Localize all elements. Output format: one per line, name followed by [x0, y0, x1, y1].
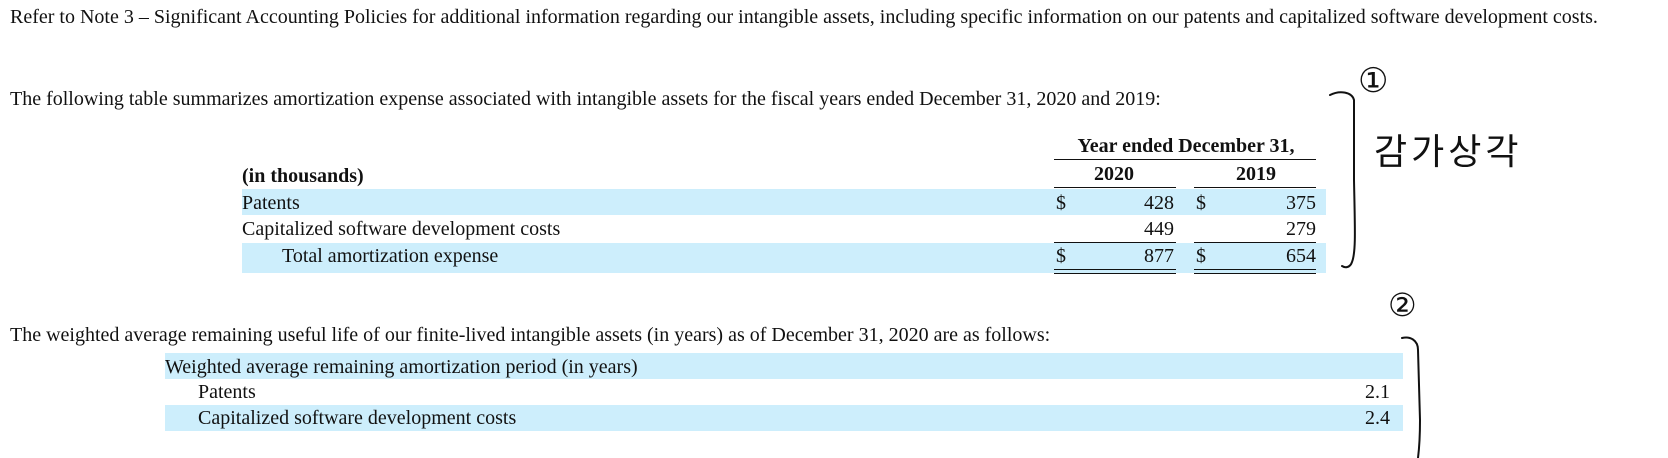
- patents-2019-value: 375: [1286, 192, 1316, 214]
- unit-label: (in thousands): [242, 165, 364, 187]
- column-2019-rule: [1194, 187, 1316, 188]
- table-row-band: [165, 405, 1403, 431]
- software-2020-value: 449: [1144, 218, 1174, 240]
- row-label-patents: Patents: [242, 192, 300, 214]
- total-double-rule-2019: [1194, 269, 1316, 270]
- total-double-rule-2019: [1194, 273, 1316, 274]
- intro-paragraph-note-reference: Refer to Note 3 – Significant Accounting…: [10, 6, 1598, 28]
- life-patents-value: 2.1: [1365, 381, 1390, 403]
- marker-1: ①: [1358, 61, 1388, 101]
- marker-2: ②: [1388, 286, 1417, 324]
- intro-paragraph-amortization: The following table summarizes amortizat…: [10, 88, 1161, 110]
- bracket-1: [1329, 91, 1356, 269]
- subtotal-rule-2019: [1194, 242, 1316, 243]
- life-software-value: 2.4: [1365, 407, 1390, 429]
- table-row-band: [242, 243, 1326, 273]
- total-double-rule-2020: [1054, 273, 1176, 274]
- table-row-band: [242, 189, 1326, 215]
- column-2020-header: 2020: [1094, 163, 1134, 185]
- korean-note: 감가상각: [1374, 132, 1522, 173]
- row-label-total: Total amortization expense: [282, 245, 499, 267]
- total-2020-value: 877: [1144, 245, 1174, 267]
- table-row-band: [165, 353, 1403, 379]
- header-rule: [1054, 159, 1316, 160]
- software-2019-value: 279: [1286, 218, 1316, 240]
- column-2019-header: 2019: [1236, 163, 1276, 185]
- life-row-label-software: Capitalized software development costs: [198, 407, 517, 429]
- useful-life-header: Weighted average remaining amortization …: [165, 356, 638, 378]
- row-label-software: Capitalized software development costs: [242, 218, 561, 240]
- total-2019-value: 654: [1286, 245, 1316, 267]
- subtotal-rule-2020: [1054, 242, 1176, 243]
- column-2020-rule: [1054, 187, 1176, 188]
- life-row-label-patents: Patents: [198, 381, 256, 403]
- currency-symbol: $: [1056, 245, 1066, 267]
- currency-symbol: $: [1196, 245, 1206, 267]
- patents-2020-value: 428: [1144, 192, 1174, 214]
- year-ended-header: Year ended December 31,: [1077, 135, 1295, 157]
- total-double-rule-2020: [1054, 269, 1176, 270]
- currency-symbol: $: [1056, 192, 1066, 214]
- currency-symbol: $: [1196, 192, 1206, 214]
- bracket-2: [1401, 336, 1421, 458]
- useful-life-paragraph: The weighted average remaining useful li…: [10, 324, 1051, 346]
